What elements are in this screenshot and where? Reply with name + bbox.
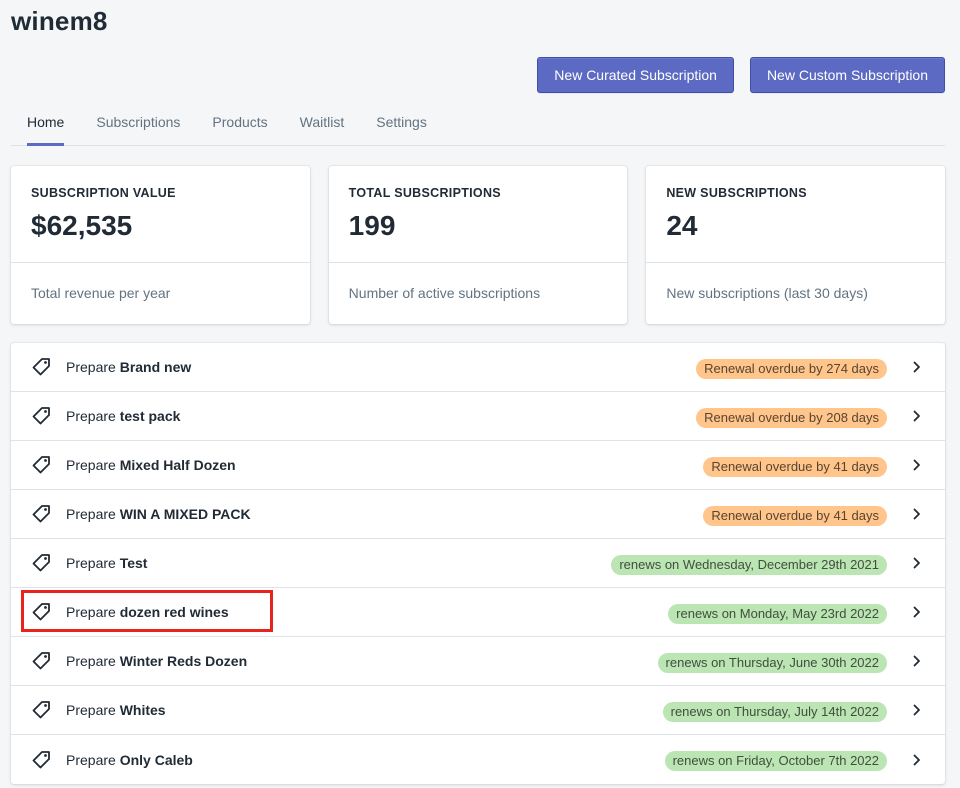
list-item-name: dozen red wines	[119, 604, 229, 620]
list-item[interactable]: Prepare dozen red wines renews on Monday,…	[11, 588, 945, 637]
list-item-name: Test	[119, 555, 148, 571]
tab-label: Home	[27, 113, 65, 130]
list-item-prefix: Prepare	[66, 506, 116, 522]
card-footer: New subscriptions (last 30 days)	[666, 285, 868, 301]
subscription-task-list: Prepare Brand new Renewal overdue by 274 …	[11, 343, 945, 784]
list-item-name: Only Caleb	[119, 751, 193, 768]
list-item[interactable]: Prepare Only Caleb renews on Friday, Octo…	[11, 735, 945, 784]
new-curated-subscription-button[interactable]: New Curated Subscription	[537, 57, 734, 93]
card-title: NEW SUBSCRIPTIONS	[666, 186, 807, 200]
total-subscriptions-card: TOTAL SUBSCRIPTIONS 199 Number of active…	[328, 166, 628, 324]
chevron-right-icon[interactable]	[909, 604, 925, 620]
list-item-name: Whites	[119, 702, 166, 718]
list-item[interactable]: Prepare test pack Renewal overdue by 208 …	[11, 392, 945, 441]
chevron-right-icon[interactable]	[909, 457, 925, 473]
tab-waitlist[interactable]: Waitlist	[284, 98, 361, 145]
status-badge: Renewal overdue by 274 days	[696, 358, 887, 379]
list-item[interactable]: Prepare Winter Reds Dozen renews on Thurs…	[11, 637, 945, 686]
list-item-text: Prepare Only Caleb	[66, 752, 193, 768]
tag-icon	[29, 355, 53, 379]
status-badge: Renewal overdue by 41 days	[703, 456, 887, 477]
tag-icon	[29, 453, 53, 477]
tab-home[interactable]: Home	[11, 98, 80, 146]
list-item-prefix: Prepare	[66, 702, 116, 718]
list-item-name: Brand new	[119, 359, 192, 375]
list-item-text: Prepare test pack	[66, 408, 180, 424]
card-title: SUBSCRIPTION VALUE	[31, 186, 176, 200]
list-item-prefix: Prepare	[66, 653, 116, 669]
card-footer: Total revenue per year	[31, 285, 171, 301]
list-item[interactable]: Prepare Test renews on Wednesday, Decembe…	[11, 539, 945, 588]
nav-tabs: Home Subscriptions Products Waitlist Set…	[11, 98, 945, 146]
card-value: 24	[666, 210, 698, 241]
chevron-right-icon[interactable]	[909, 359, 925, 375]
card-value: 199	[348, 210, 396, 241]
list-item-text: Prepare dozen red wines	[66, 604, 229, 620]
tag-icon	[29, 748, 53, 772]
list-item-prefix: Prepare	[66, 604, 116, 620]
tag-icon	[29, 600, 53, 624]
list-item[interactable]: Prepare Mixed Half Dozen Renewal overdue …	[11, 441, 945, 490]
tab-label: Products	[212, 113, 268, 130]
tab-label: Subscriptions	[96, 113, 181, 130]
tab-products[interactable]: Products	[196, 98, 283, 145]
card-footer: Number of active subscriptions	[348, 285, 541, 301]
tag-icon	[29, 698, 53, 722]
chevron-right-icon[interactable]	[909, 408, 925, 424]
list-item-prefix: Prepare	[66, 457, 116, 473]
list-item-text: Prepare Brand new	[66, 359, 191, 375]
status-badge: Renewal overdue by 208 days	[696, 407, 887, 428]
status-badge: Renewal overdue by 41 days	[703, 505, 887, 526]
tag-icon	[29, 551, 53, 575]
subscription-value-card: SUBSCRIPTION VALUE $62,535 Total revenue…	[11, 166, 310, 324]
list-item-text: Prepare Winter Reds Dozen	[66, 653, 247, 669]
status-badge: renews on Wednesday, December 29th 2021	[611, 554, 887, 575]
list-item-name: Winter Reds Dozen	[119, 653, 248, 669]
chevron-right-icon[interactable]	[909, 702, 925, 718]
header-actions: New Curated Subscription New Custom Subs…	[537, 57, 945, 93]
list-item-prefix: Prepare	[66, 408, 116, 424]
tag-icon	[29, 502, 53, 526]
list-item-text: Prepare Mixed Half Dozen	[66, 457, 236, 473]
list-item[interactable]: Prepare Brand new Renewal overdue by 274 …	[11, 343, 945, 392]
status-badge: renews on Thursday, July 14th 2022	[662, 701, 887, 722]
status-badge: renews on Thursday, June 30th 2022	[657, 652, 887, 673]
status-badge: renews on Monday, May 23rd 2022	[668, 603, 887, 624]
new-subscriptions-card: NEW SUBSCRIPTIONS 24 New subscriptions (…	[646, 166, 946, 324]
list-item-name: test pack	[119, 408, 181, 424]
list-item-name: Mixed Half Dozen	[119, 457, 236, 473]
app-title: winem8	[11, 6, 108, 36]
card-value: $62,535	[31, 210, 133, 241]
list-item[interactable]: Prepare WIN A MIXED PACK Renewal overdue …	[11, 490, 945, 539]
list-item[interactable]: Prepare Whites renews on Thursday, July 1…	[11, 686, 945, 735]
list-item-text: Prepare Whites	[66, 702, 166, 718]
list-item-text: Prepare Test	[66, 555, 147, 571]
list-item-text: Prepare WIN A MIXED PACK	[66, 506, 251, 522]
chevron-right-icon[interactable]	[909, 653, 925, 669]
chevron-right-icon[interactable]	[909, 555, 925, 571]
tab-label: Waitlist	[299, 113, 345, 130]
chevron-right-icon[interactable]	[909, 752, 925, 768]
list-item-prefix: Prepare	[66, 555, 116, 571]
stats-cards: SUBSCRIPTION VALUE $62,535 Total revenue…	[11, 166, 946, 324]
new-custom-subscription-button[interactable]: New Custom Subscription	[749, 57, 945, 93]
card-title: TOTAL SUBSCRIPTIONS	[348, 186, 501, 200]
list-item-prefix: Prepare	[66, 751, 116, 768]
tab-settings[interactable]: Settings	[360, 98, 443, 145]
chevron-right-icon[interactable]	[909, 506, 925, 522]
tag-icon	[29, 649, 53, 673]
list-item-name: WIN A MIXED PACK	[119, 506, 251, 522]
tab-subscriptions[interactable]: Subscriptions	[80, 98, 196, 145]
tag-icon	[29, 404, 53, 428]
status-badge: renews on Friday, October 7th 2022	[664, 751, 887, 771]
tab-label: Settings	[376, 113, 427, 130]
list-item-prefix: Prepare	[66, 359, 116, 375]
